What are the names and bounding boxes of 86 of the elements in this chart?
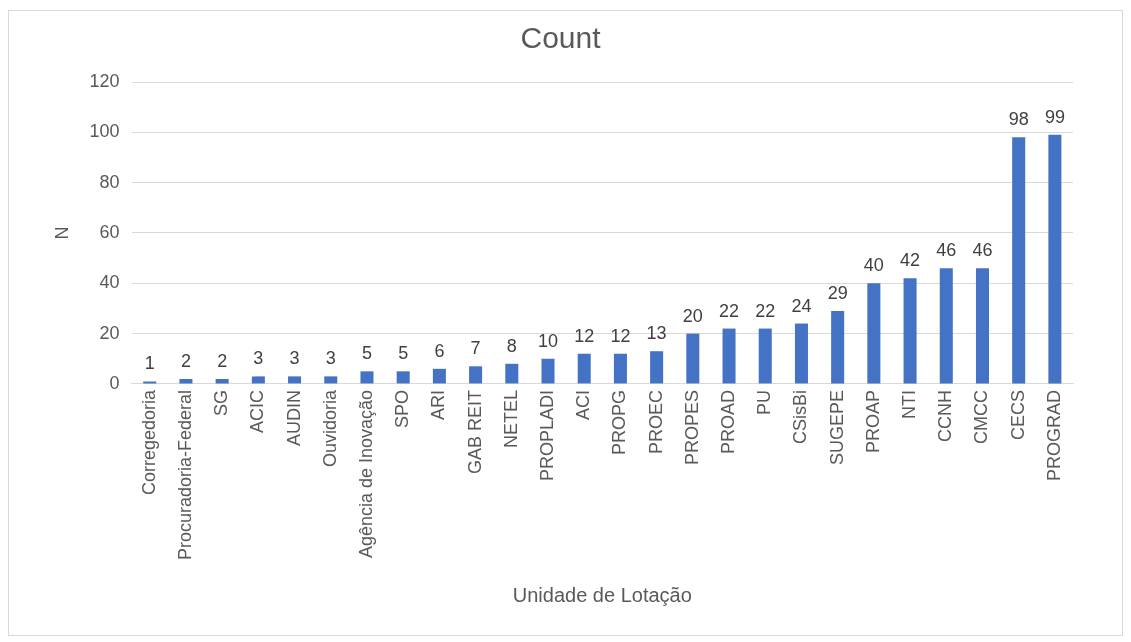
data-label: 46: [972, 240, 993, 261]
data-label: 99: [1044, 106, 1065, 127]
bar: [1012, 137, 1026, 384]
bar: [288, 376, 302, 384]
x-tick-label: ACIC: [247, 389, 268, 433]
x-axis-title: Unidade de Lotação: [512, 583, 692, 606]
bar: [903, 278, 917, 384]
x-tick-label: Corregedoria: [138, 388, 159, 495]
bar: [831, 310, 845, 384]
data-label: 20: [682, 305, 703, 326]
bar: [251, 376, 265, 384]
bar: [432, 368, 446, 384]
x-tick-label: CECS: [1007, 389, 1028, 440]
bar: [686, 333, 700, 384]
bar: [794, 323, 808, 384]
data-label: 12: [610, 325, 631, 346]
bar: [650, 351, 664, 384]
data-label: 22: [719, 300, 740, 321]
x-tick-label: PROPG: [609, 389, 630, 455]
bar: [867, 283, 881, 384]
x-tick-label: PROGRAD: [1043, 389, 1064, 481]
x-tick-label: NTI: [899, 389, 920, 419]
bar: [975, 268, 989, 384]
bar: [360, 371, 374, 384]
bar: [143, 381, 157, 384]
data-label: 5: [398, 343, 409, 364]
data-label: 13: [646, 323, 667, 344]
bar: [1048, 134, 1062, 384]
y-tick-label: 80: [99, 171, 120, 192]
x-tick-label: PROPES: [681, 389, 702, 465]
data-label: 1: [144, 353, 155, 374]
data-label: 22: [755, 300, 776, 321]
data-label: 6: [434, 340, 445, 361]
x-tick-label: AUDIN: [283, 389, 304, 446]
x-tick-label: PU: [754, 389, 775, 415]
y-tick-label: 0: [109, 372, 120, 393]
bar: [577, 353, 591, 384]
data-label: 5: [361, 343, 372, 364]
y-axis-title: N: [51, 226, 72, 240]
data-label: 24: [791, 295, 812, 316]
x-tick-label: PROPLADI: [536, 389, 557, 481]
data-label: 8: [506, 335, 517, 356]
bar: [541, 358, 555, 384]
y-tick-label: 40: [99, 272, 120, 293]
bar: [505, 363, 519, 384]
x-tick-label: ARI: [428, 389, 449, 420]
data-label: 29: [827, 282, 848, 303]
data-label: 46: [936, 240, 957, 261]
x-tick-label: Ouvidoria: [319, 388, 340, 467]
chart-title: Count: [520, 21, 602, 55]
x-tick-label: NETEL: [500, 389, 521, 448]
x-tick-label: SPO: [392, 389, 413, 428]
bar: [758, 328, 772, 384]
x-tick-label: Agência de Inovação: [355, 389, 376, 559]
data-label: 3: [253, 348, 264, 369]
x-tick-label: Procuradoria-Federal: [174, 389, 195, 560]
y-tick-label: 20: [99, 322, 120, 343]
data-label: 2: [217, 350, 228, 371]
bar: [324, 376, 338, 384]
data-label: 42: [900, 250, 921, 271]
data-label: 12: [574, 325, 595, 346]
bar: [396, 371, 410, 384]
x-tick-label: GAB REIT: [464, 389, 485, 474]
data-label: 3: [289, 348, 300, 369]
data-label: 3: [325, 348, 336, 369]
bar: [469, 366, 483, 384]
y-tick-label: 60: [99, 221, 120, 242]
y-tick-label: 120: [89, 70, 120, 91]
data-label: 40: [863, 255, 884, 276]
bar: [939, 268, 953, 384]
x-tick-label: ACI: [573, 389, 594, 420]
data-label: 7: [470, 338, 481, 359]
y-tick-label: 100: [89, 121, 120, 142]
x-tick-label: CMCC: [971, 389, 992, 444]
x-tick-label: SG: [211, 389, 232, 416]
x-tick-label: PROEC: [645, 389, 666, 454]
data-label: 98: [1008, 109, 1029, 130]
data-label: 2: [180, 350, 191, 371]
x-tick-label: PROAP: [862, 389, 883, 453]
data-label: 10: [537, 330, 559, 351]
bar: [722, 328, 736, 384]
x-tick-label: PROAD: [718, 389, 739, 454]
x-tick-label: CCNH: [935, 389, 956, 442]
bar: [613, 353, 627, 384]
x-tick-label: SUGEPE: [826, 389, 847, 465]
x-tick-label: CSisBi: [790, 389, 811, 444]
